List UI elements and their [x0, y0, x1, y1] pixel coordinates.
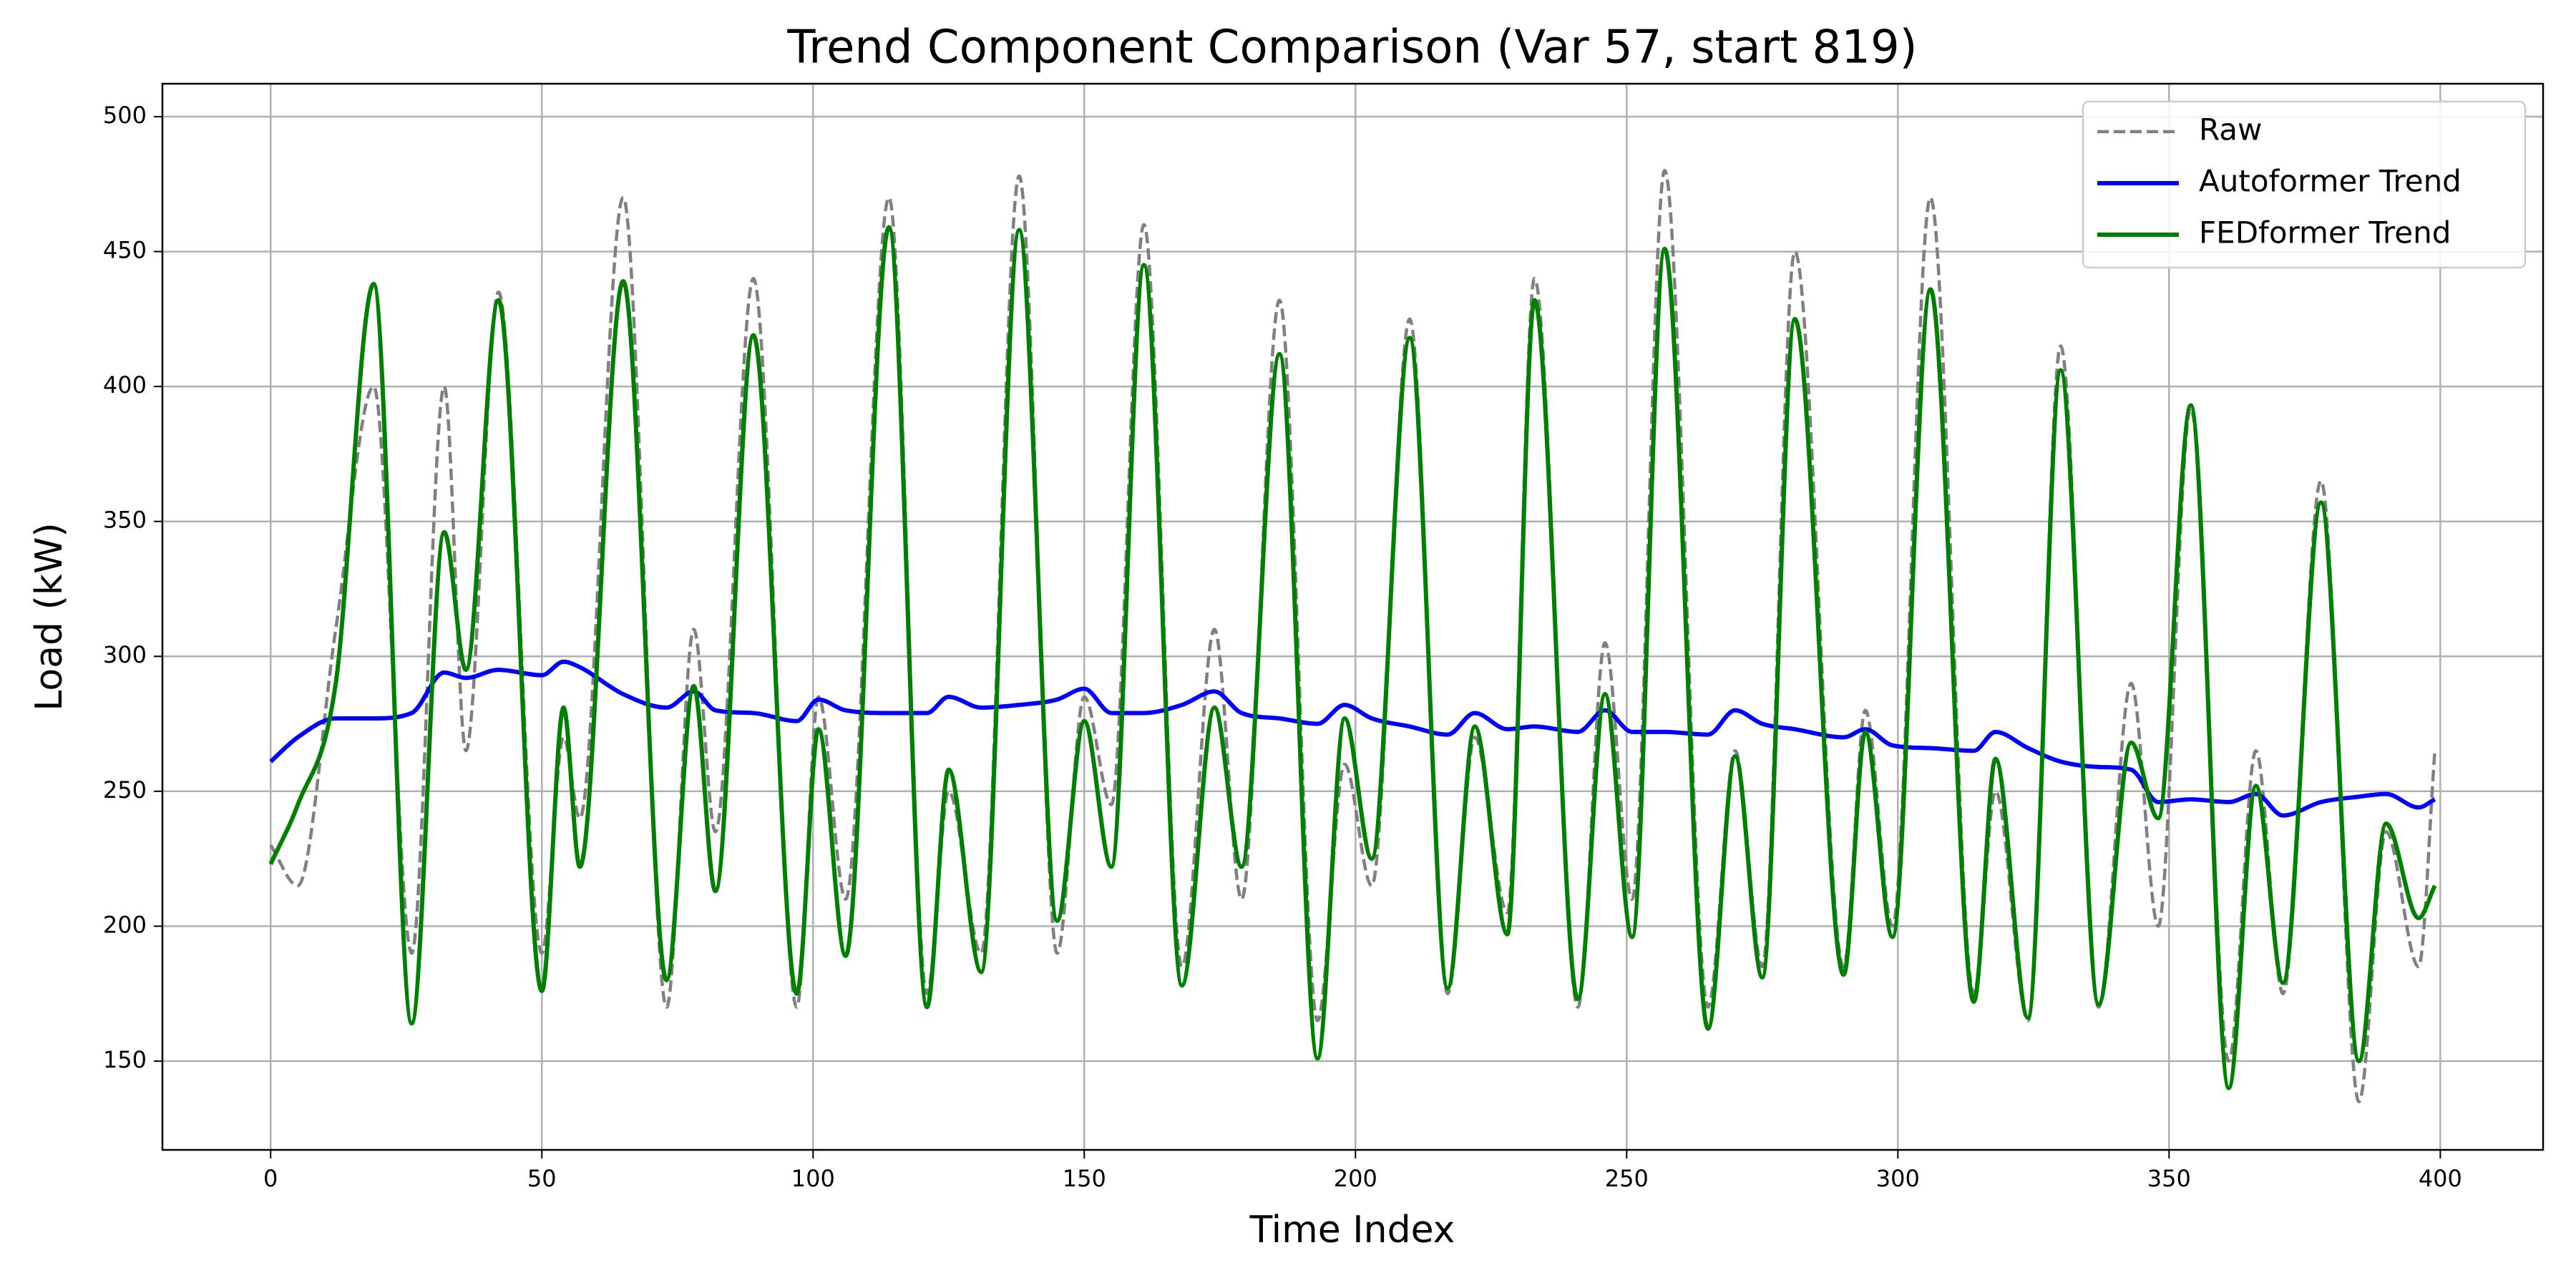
plot-frame: [161, 82, 2545, 1151]
y-tick-label: 400: [103, 371, 147, 399]
y-tick-label: 350: [103, 507, 147, 534]
x-tick-label: 300: [1876, 1165, 1920, 1192]
legend-label: FEDformer Trend: [2199, 215, 2451, 250]
y-tick-label: 500: [103, 102, 147, 129]
x-tick-label: 200: [1334, 1165, 1377, 1192]
legend-label: Raw: [2199, 112, 2262, 147]
y-tick-label: 300: [103, 641, 147, 668]
y-tick-label: 450: [103, 237, 147, 264]
x-tick-label: 400: [2419, 1165, 2462, 1192]
y-tick-label: 200: [103, 911, 147, 938]
legend-box: [2082, 100, 2527, 269]
data-line: [269, 659, 2436, 818]
y-tick-label: 150: [103, 1046, 147, 1073]
x-tick-label: 0: [263, 1165, 278, 1192]
x-tick-label: 100: [791, 1165, 835, 1192]
x-tick-label: 350: [2147, 1165, 2191, 1192]
y-axis-label: Load (kW): [28, 522, 71, 711]
x-tick-label: 150: [1063, 1165, 1106, 1192]
legend-label: Autoformer Trend: [2199, 164, 2462, 199]
x-axis-label: Time Index: [1249, 1209, 1455, 1252]
y-tick-label: 250: [103, 776, 147, 804]
x-tick-label: 50: [527, 1165, 557, 1192]
data-line: [268, 225, 2437, 1091]
x-tick-label: 250: [1605, 1165, 1649, 1192]
chart-title: Trend Component Comparison (Var 57, star…: [786, 21, 1917, 74]
